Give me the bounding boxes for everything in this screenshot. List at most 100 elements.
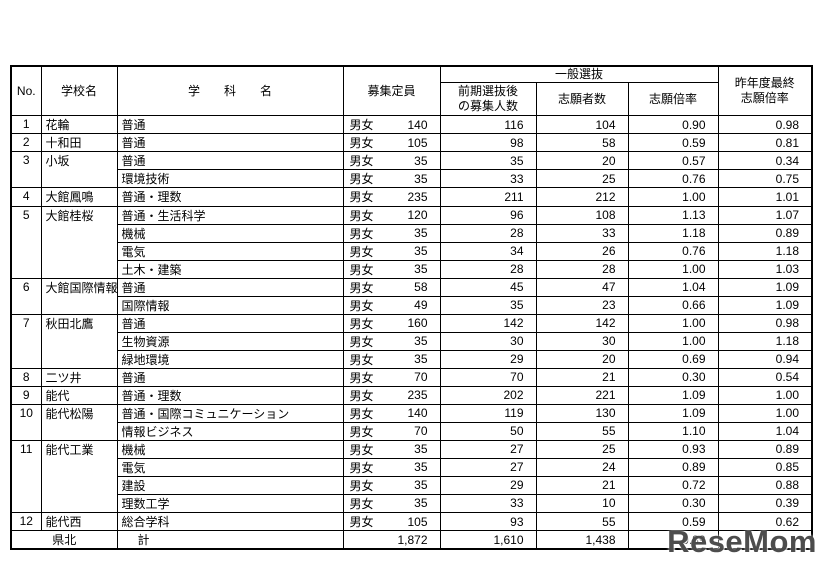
cell-applicants: 58 <box>535 133 629 153</box>
cell-last-year-ratio: 1.03 <box>717 259 813 279</box>
cell-ratio: 0.90 <box>627 114 719 135</box>
cell-capacity: 男女 35 <box>342 475 441 495</box>
col-header-after-early: 前期選抜後 の募集人数 <box>439 82 537 116</box>
cell-gender: 男女 <box>349 334 374 349</box>
cell-last-year-ratio: 0.88 <box>717 475 813 495</box>
table-row: 4 大館鳳鳴 普通・理数 男女 235 211 212 1.00 1.01 <box>10 187 813 207</box>
total-row: 県北 計 1,872 1,610 1,438 0.89 <box>10 530 813 550</box>
cell-capacity: 男女 70 <box>342 367 441 387</box>
table-row: 11 能代工業 機械 男女 35 27 25 0.93 0.89 <box>10 439 813 513</box>
cell-last-year-ratio: 0.39 <box>717 493 813 513</box>
cell-capacity: 男女 35 <box>342 169 441 189</box>
cell-last-year-ratio: 0.75 <box>717 169 813 189</box>
col-header-applicants: 志願者数 <box>535 82 629 116</box>
cell-ratio: 0.89 <box>627 457 719 477</box>
cell-department: 情報ビジネス <box>116 421 344 441</box>
table-row: 情報ビジネス 男女 70 50 55 1.10 1.04 <box>11 421 813 441</box>
cell-after-early: 29 <box>439 475 537 495</box>
cell-last-year-ratio: 1.01 <box>717 187 813 207</box>
cell-gender: 男女 <box>349 515 374 530</box>
cell-after-early: 211 <box>439 187 537 207</box>
cell-ratio: 0.69 <box>627 349 719 369</box>
cell-school-name: 能代 <box>40 385 118 405</box>
cell-after-early: 35 <box>439 295 537 315</box>
cell-capacity-number: 58 <box>414 280 428 295</box>
cell-after-early: 116 <box>439 114 537 135</box>
cell-department: 土木・建築 <box>116 259 344 279</box>
cell-department: 普通 <box>116 277 344 297</box>
cell-ratio: 1.00 <box>627 259 719 279</box>
cell-capacity-number: 35 <box>414 478 428 493</box>
cell-capacity-number: 35 <box>414 244 428 259</box>
table-header: No. 学校名 学 科 名 募集定員 一般選抜 昨年度最終 志願倍率 前期選抜後… <box>10 65 813 116</box>
cell-no: 4 <box>10 187 42 207</box>
table-row: 電気 男女 35 34 26 0.76 1.18 <box>11 241 813 261</box>
cell-department: 環境技術 <box>116 169 344 189</box>
cell-capacity-number: 105 <box>407 514 428 529</box>
cell-capacity: 男女 140 <box>342 403 441 423</box>
cell-after-early: 202 <box>439 385 537 405</box>
cell-school-name: 大館国際情報学院 <box>40 277 118 315</box>
cell-capacity-number: 35 <box>414 496 428 511</box>
table-row: 生物資源 男女 35 30 30 1.00 1.18 <box>11 331 813 351</box>
cell-capacity-number: 35 <box>414 262 428 277</box>
cell-capacity-number: 160 <box>407 316 428 331</box>
cell-capacity-number: 235 <box>407 388 428 403</box>
cell-gender: 男女 <box>349 370 374 385</box>
cell-gender: 男女 <box>349 298 374 313</box>
table-row: 理数工学 男女 35 33 10 0.30 0.39 <box>11 493 813 513</box>
cell-capacity-number: 105 <box>407 135 428 150</box>
admissions-table: No. 学校名 学 科 名 募集定員 一般選抜 昨年度最終 志願倍率 前期選抜後… <box>10 65 814 551</box>
cell-applicants: 21 <box>535 367 629 387</box>
table-row: 1 花輪 普通 男女 140 116 104 0.90 0.98 <box>10 114 813 135</box>
cell-gender: 男女 <box>349 388 374 403</box>
cell-capacity: 男女 35 <box>342 223 441 243</box>
table-row: 国際情報 男女 49 35 23 0.66 1.09 <box>11 295 813 315</box>
cell-applicants: 26 <box>535 241 629 261</box>
cell-applicants: 21 <box>535 475 629 495</box>
cell-after-early: 93 <box>439 511 537 532</box>
cell-capacity-number: 35 <box>414 334 428 349</box>
cell-last-year-ratio: 1.09 <box>717 295 813 315</box>
cell-applicants: 25 <box>535 439 629 459</box>
cell-gender: 男女 <box>349 244 374 259</box>
cell-gender: 男女 <box>349 226 374 241</box>
table-footer: 県北 計 1,872 1,610 1,438 0.89 <box>10 530 813 550</box>
cell-after-early: 96 <box>439 205 537 225</box>
cell-last-year-ratio: 0.54 <box>717 367 813 387</box>
cell-last-year-ratio: 0.98 <box>717 114 813 135</box>
header-row-2: 前期選抜後 の募集人数 志願者数 志願倍率 <box>11 82 812 116</box>
cell-capacity: 男女 105 <box>342 133 441 153</box>
cell-after-early: 30 <box>439 331 537 351</box>
cell-capacity: 男女 160 <box>342 313 441 333</box>
cell-ratio: 0.30 <box>627 493 719 513</box>
cell-capacity: 男女 105 <box>342 511 441 532</box>
cell-applicants: 24 <box>535 457 629 477</box>
cell-after-early: 27 <box>439 439 537 459</box>
cell-last-year-ratio: 0.89 <box>717 223 813 243</box>
cell-applicants: 212 <box>535 187 629 207</box>
cell-capacity-number: 120 <box>407 208 428 223</box>
cell-gender: 男女 <box>349 280 374 295</box>
cell-applicants: 28 <box>535 259 629 279</box>
cell-ratio: 0.72 <box>627 475 719 495</box>
cell-gender: 男女 <box>349 406 374 421</box>
cell-department: 普通 <box>116 133 344 153</box>
cell-department: 緑地環境 <box>116 349 344 369</box>
cell-after-early: 29 <box>439 349 537 369</box>
cell-capacity: 男女 58 <box>342 277 441 297</box>
cell-capacity: 男女 35 <box>342 151 441 171</box>
cell-capacity: 男女 35 <box>342 241 441 261</box>
cell-no: 3 <box>10 151 42 189</box>
cell-gender: 男女 <box>349 136 374 151</box>
cell-applicants: 25 <box>535 169 629 189</box>
table-row: 2 十和田 普通 男女 105 98 58 0.59 0.81 <box>10 133 813 153</box>
cell-no: 9 <box>10 385 42 405</box>
cell-gender: 男女 <box>349 154 374 169</box>
cell-capacity: 男女 49 <box>342 295 441 315</box>
table-row: 8 二ツ井 普通 男女 70 70 21 0.30 0.54 <box>10 367 813 387</box>
resemom-watermark: ReseMom <box>667 524 817 559</box>
cell-gender: 男女 <box>349 424 374 439</box>
cell-school-name: 小坂 <box>40 151 118 189</box>
